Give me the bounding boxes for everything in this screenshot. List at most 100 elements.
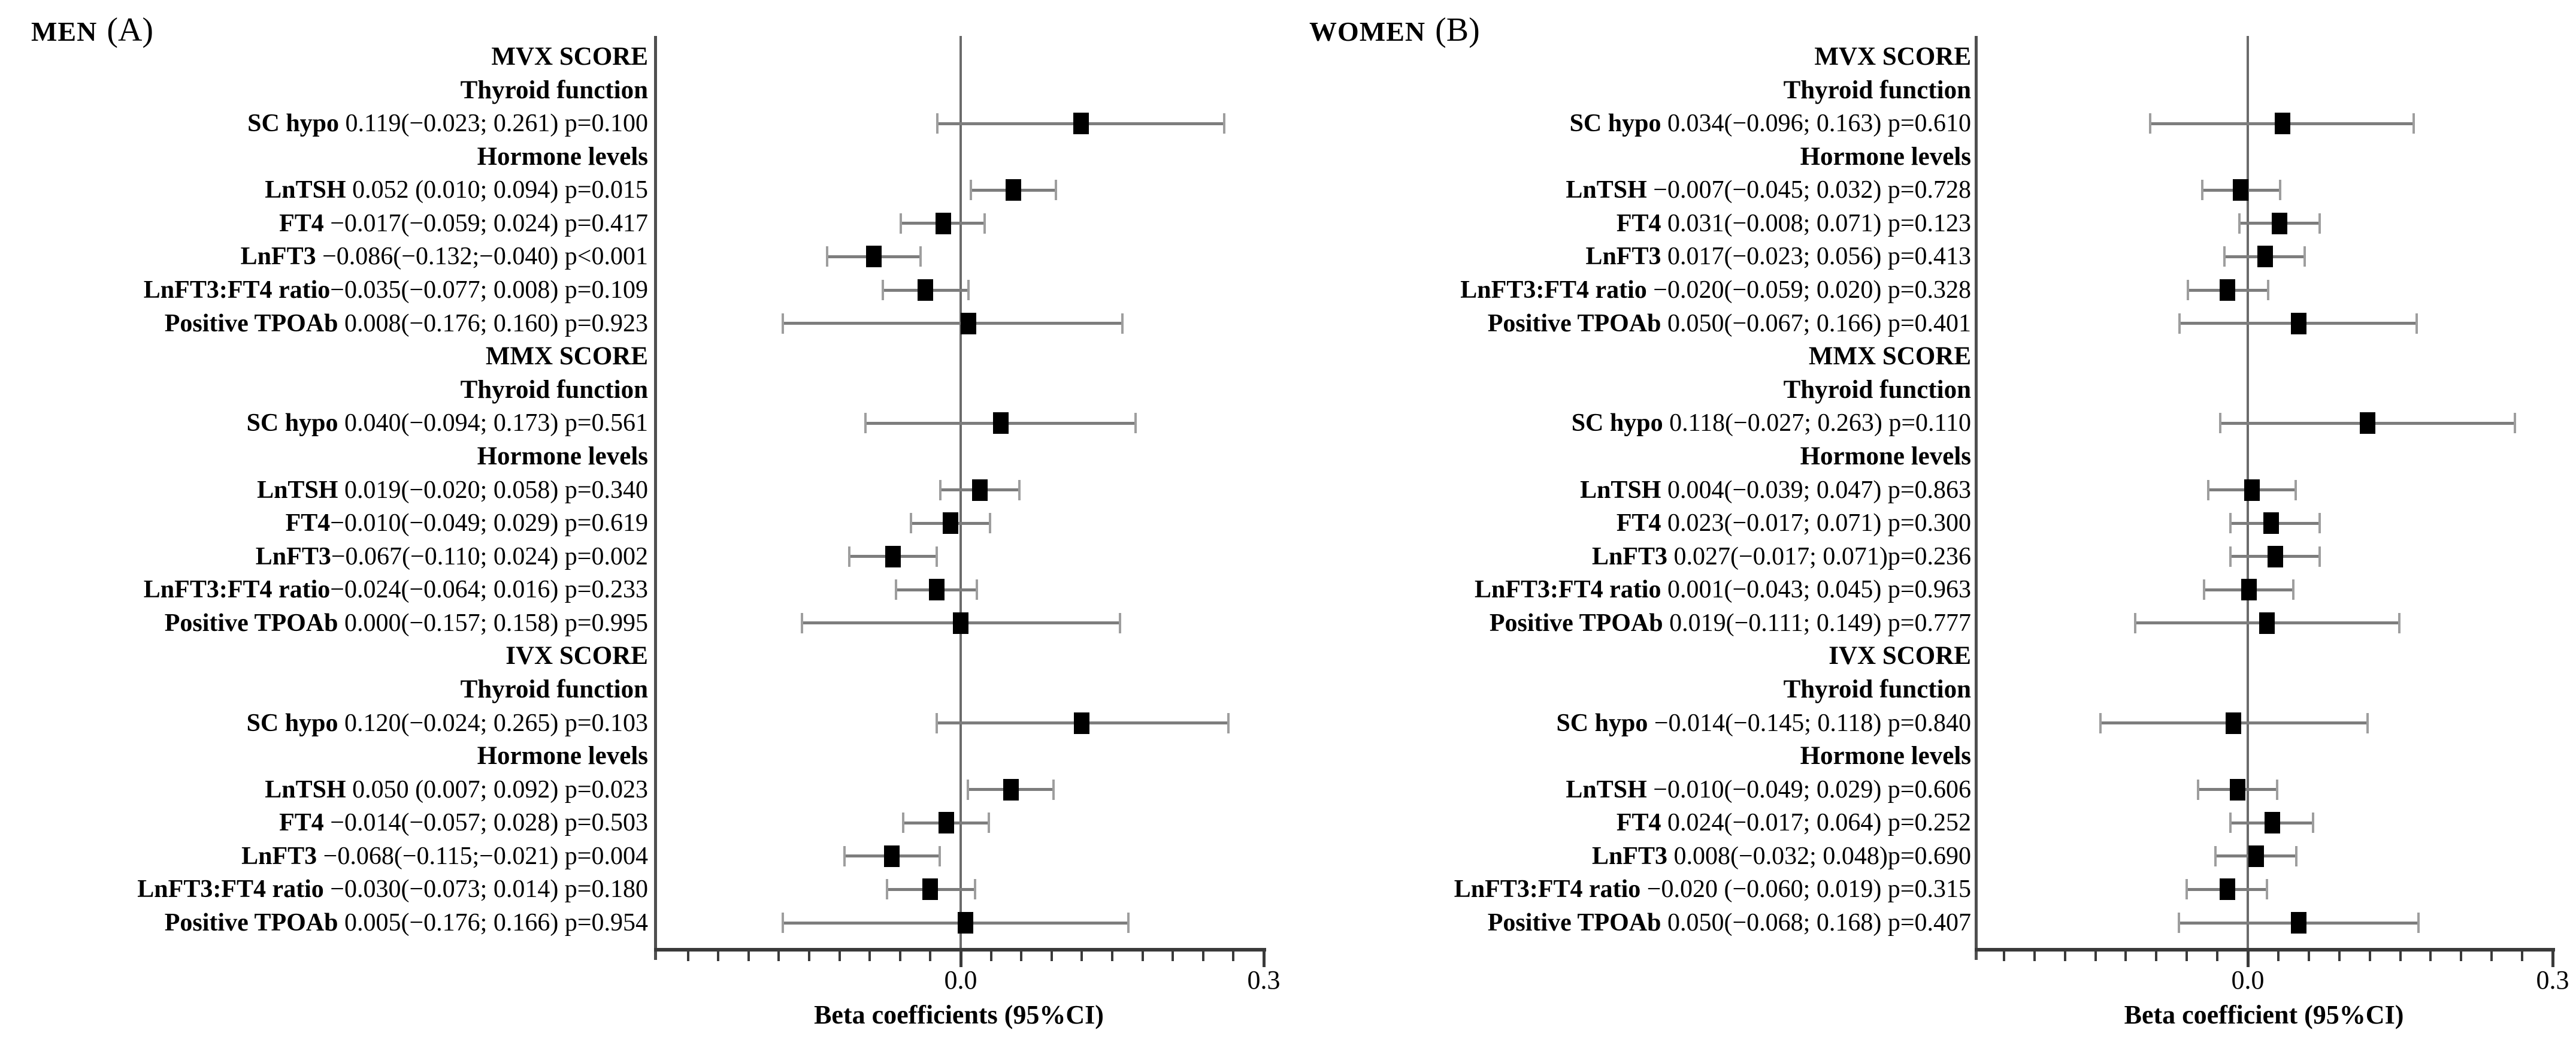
panel-tag-a: (A) xyxy=(107,11,154,49)
ci-cap-left xyxy=(2238,213,2241,234)
row-stats: 0.052 (0.010; 0.094) p=0.015 xyxy=(346,176,648,204)
axis-minor-tick xyxy=(1172,952,1175,961)
ci-cap-right xyxy=(2415,313,2418,334)
forest-row: LnFT3:FT4 ratio −0.030(−0.073; 0.014) p=… xyxy=(0,872,648,906)
row-stats: 0.023(−0.017; 0.071) p=0.300 xyxy=(1661,509,1971,537)
ci-cap-left xyxy=(2229,813,2232,833)
estimate-marker xyxy=(2271,212,2287,234)
axis-minor-tick xyxy=(2063,952,2066,961)
axis-minor-tick xyxy=(2460,952,2463,961)
row-label: LnFT3 xyxy=(255,542,331,570)
row-label: SC hypo xyxy=(1571,409,1663,437)
estimate-marker xyxy=(972,479,988,501)
row-stats: 0.031(−0.008; 0.071) p=0.123 xyxy=(1661,209,1971,237)
axis-minor-tick xyxy=(2155,952,2158,961)
axis-minor-tick xyxy=(2216,952,2219,961)
forest-row: LnFT3 0.027(−0.017; 0.071)p=0.236 xyxy=(1288,540,1971,573)
axis-minor-tick xyxy=(929,952,932,961)
forest-row: LnFT3 0.008(−0.032; 0.048)p=0.690 xyxy=(1288,839,1971,873)
row-label: Positive TPOAb xyxy=(164,909,338,937)
forest-row: FT4−0.010(−0.049; 0.029) p=0.619 xyxy=(0,506,648,540)
row-label: LnTSH xyxy=(1580,476,1661,504)
ci-cap-right xyxy=(2398,612,2401,633)
subsection-header: Thyroid function xyxy=(1783,675,1971,703)
axis-minor-tick xyxy=(2185,952,2188,961)
axis-minor-tick xyxy=(2521,952,2524,961)
row-label: Positive TPOAb xyxy=(1487,309,1661,337)
x-axis-line xyxy=(654,948,1266,952)
panel-women: WOMEN (B) MVX SCORE Thyroid function SC hy… xyxy=(1288,0,2576,1045)
ci-cap-right xyxy=(1134,413,1137,434)
subsection-header: Thyroid function xyxy=(460,375,648,404)
subsection-header: Thyroid function xyxy=(1783,375,1971,404)
row-label: FT4 xyxy=(1616,809,1661,837)
ci-whisker xyxy=(783,921,1128,925)
ci-cap-left xyxy=(801,612,804,633)
row-stats: 0.027(−0.017; 0.071)p=0.236 xyxy=(1667,542,1971,570)
ci-cap-right xyxy=(2366,712,2369,733)
forest-row: LnTSH −0.007(−0.045; 0.032) p=0.728 xyxy=(1288,173,1971,207)
estimate-marker xyxy=(2220,279,2236,301)
ci-cap-right xyxy=(988,513,991,534)
ci-cap-right xyxy=(935,546,938,567)
ci-cap-left xyxy=(2099,712,2102,733)
panel-tag-b: (B) xyxy=(1435,11,1480,49)
estimate-marker xyxy=(2241,579,2257,601)
axis-minor-tick xyxy=(1050,952,1053,961)
subsection-header: Hormone levels xyxy=(1800,442,1971,470)
row-label: LnTSH xyxy=(265,176,346,204)
ci-cap-left xyxy=(843,845,846,866)
ci-cap-right xyxy=(2412,113,2415,134)
axis-tick-end xyxy=(1263,951,1266,967)
row-stats: −0.007(−0.045; 0.032) p=0.728 xyxy=(1646,176,1971,204)
row-stats: −0.020(−0.059; 0.020) p=0.328 xyxy=(1646,276,1971,304)
forest-row: FT4 −0.017(−0.059; 0.024) p=0.417 xyxy=(0,207,648,240)
x-tick-label-zero: 0.0 xyxy=(2231,965,2265,995)
ci-cap-left xyxy=(848,546,851,567)
forest-row: FT4 0.023(−0.017; 0.071) p=0.300 xyxy=(1288,506,1971,540)
axis-minor-tick xyxy=(2002,952,2005,961)
ci-cap-right xyxy=(1121,313,1124,334)
group-name-women: WOMEN xyxy=(1309,16,1426,47)
ci-cap-right xyxy=(1227,712,1230,733)
ci-cap-left xyxy=(910,513,913,534)
row-label: FT4 xyxy=(1616,509,1661,537)
ci-cap-right xyxy=(1054,180,1057,201)
forest-row: FT4 −0.014(−0.057; 0.028) p=0.503 xyxy=(0,806,648,839)
ci-whisker xyxy=(783,322,1122,325)
ci-cap-right xyxy=(2295,845,2298,866)
ci-cap-left xyxy=(2178,313,2181,334)
ci-cap-left xyxy=(936,113,939,134)
forest-row: Positive TPOAb 0.050(−0.068; 0.168) p=0.… xyxy=(1288,906,1971,940)
x-tick-label-zero: 0.0 xyxy=(944,965,977,995)
section-header: MVX SCORE xyxy=(1814,43,1971,71)
section-header: IVX SCORE xyxy=(505,642,648,671)
subsection-header: Hormone levels xyxy=(477,142,648,171)
row-label: LnFT3 xyxy=(240,243,316,271)
ci-cap-left xyxy=(966,779,969,800)
ci-cap-right xyxy=(2514,413,2517,434)
ci-cap-left xyxy=(2219,413,2222,434)
estimate-marker xyxy=(2360,412,2376,434)
row-label: Positive TPOAb xyxy=(164,609,338,637)
row-label: LnFT3:FT4 ratio xyxy=(1460,276,1647,304)
axis-minor-tick xyxy=(717,952,720,961)
forest-row: LnTSH −0.010(−0.049; 0.029) p=0.606 xyxy=(1288,773,1971,807)
row-stats: −0.067(−0.110; 0.024) p=0.002 xyxy=(331,542,648,570)
estimate-marker xyxy=(939,812,955,834)
ci-cap-right xyxy=(2294,479,2297,500)
forest-row: LnFT3−0.067(−0.110; 0.024) p=0.002 xyxy=(0,540,648,573)
ci-cap-left xyxy=(2177,913,2180,933)
forest-row: Positive TPOAb 0.050(−0.067; 0.166) p=0.… xyxy=(1288,307,1971,340)
forest-row: Positive TPOAb 0.019(−0.111; 0.149) p=0.… xyxy=(1288,606,1971,640)
group-name-men: MEN xyxy=(31,16,98,47)
estimate-marker xyxy=(953,612,968,634)
ci-cap-left xyxy=(864,413,867,434)
estimate-marker xyxy=(1005,179,1021,201)
forest-row: SC hypo 0.034(−0.096; 0.163) p=0.610 xyxy=(1288,107,1971,140)
ci-cap-right xyxy=(2266,879,2269,900)
row-label: LnFT3:FT4 ratio xyxy=(143,576,331,604)
estimate-marker xyxy=(885,545,901,567)
ci-cap-left xyxy=(2133,612,2136,633)
